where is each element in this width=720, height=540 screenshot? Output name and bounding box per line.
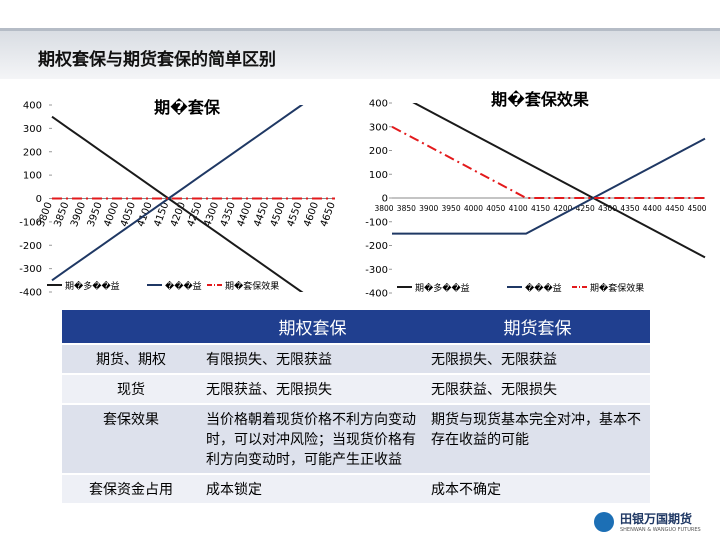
x-tick-label: 3950 — [442, 204, 461, 213]
header-cell: 期权套保 — [200, 310, 425, 345]
table-cell: 当价格朝着现货价格不利方向变动时，可以对冲风险；当现货价格有利方向变动时，可能产… — [200, 404, 425, 475]
logo-name: 田银万国期货 — [620, 512, 693, 526]
table-row: 套保资金占用 成本锁定 成本不确定 — [62, 474, 650, 505]
logo-subtitle: SHENWAN & WANGUO FUTURES — [620, 527, 701, 533]
header-cell: 期货套保 — [425, 310, 650, 345]
title-bar: 期权套保与期货套保的简单区别 — [0, 28, 720, 79]
y-tick-label: 400 — [369, 99, 388, 110]
table-cell: 期货与现货基本完全对冲，基本不存在收益的可能 — [425, 404, 650, 475]
y-tick-label: 200 — [23, 147, 42, 158]
x-tick-label: 4350 — [620, 204, 639, 213]
table-row: 期货、期权 有限损失、无限获益 无限损失、无限获益 — [62, 344, 650, 375]
y-tick-label: 200 — [369, 146, 388, 157]
chart-title: 期�套保效果 — [491, 90, 589, 109]
x-tick-label: 4200 — [553, 204, 572, 213]
table-cell: 期货、期权 — [62, 344, 200, 375]
x-tick-label: 4000 — [464, 204, 483, 213]
legend-label: 期�多��益 — [415, 282, 470, 294]
y-tick-label: 100 — [23, 171, 42, 182]
y-tick-label: -100 — [365, 217, 388, 228]
table-cell: 套保效果 — [62, 404, 200, 475]
chart-title: 期�套保 — [154, 98, 221, 117]
comparison-table: 期权套保 期货套保 期货、期权 有限损失、无限获益 无限损失、无限获益 现货 无限获益、无限… — [62, 310, 650, 505]
table-row: 套保效果 当价格朝着现货价格不利方向变动时，可以对冲风险；当现货价格有利方向变动时… — [62, 404, 650, 475]
legend-label: ���益 — [165, 280, 202, 292]
y-tick-label: 400 — [23, 101, 42, 112]
table-cell: 无限获益、无限损失 — [425, 374, 650, 405]
logo-icon — [594, 512, 614, 532]
x-tick-label: 4250 — [576, 204, 595, 213]
legend-label: 期�多��益 — [65, 280, 120, 292]
y-tick-label: -400 — [19, 288, 42, 299]
x-tick-label: 4100 — [509, 204, 528, 213]
x-tick-label: 4300 — [598, 204, 617, 213]
charts: 期�套保 -400 -300 -200 -100 0 100 200 300 400 3800 385… — [19, 90, 706, 300]
y-tick-label: 0 — [36, 194, 42, 205]
x-tick-label: 4150 — [531, 204, 550, 213]
x-tick-label: 4050 — [486, 204, 505, 213]
y-tick-label: -400 — [365, 289, 388, 300]
y-tick-label: -200 — [19, 241, 42, 252]
table-cell: 有限损失、无限获益 — [200, 344, 425, 375]
slide-title: 期权套保与期货套保的简单区别 — [38, 50, 276, 70]
table-cell: 套保资金占用 — [62, 474, 200, 505]
table-cell: 现货 — [62, 374, 200, 405]
y-tick-label: -200 — [365, 241, 388, 252]
y-tick-label: 0 — [382, 194, 388, 205]
table-cell: 无限损失、无限获益 — [425, 344, 650, 375]
y-tick-label: 300 — [23, 124, 42, 135]
y-tick-label: 100 — [369, 170, 388, 181]
series-line — [51, 105, 304, 282]
y-tick-label: -300 — [19, 264, 42, 275]
table-cell: 成本锁定 — [200, 474, 425, 505]
legend-label: 期�套保效果 — [590, 282, 644, 294]
header-cell — [62, 310, 200, 345]
series-line — [392, 137, 706, 235]
x-tick-label: 3900 — [419, 204, 438, 213]
legend-label: ���益 — [525, 282, 562, 294]
y-tick-label: 300 — [369, 122, 388, 133]
table-cell: 成本不确定 — [425, 474, 650, 505]
series-line — [51, 115, 304, 292]
y-tick-label: -100 — [19, 217, 42, 228]
y-tick-label: -300 — [365, 265, 388, 276]
legend-label: 期�套保效果 — [225, 280, 279, 292]
x-tick-label: 4400 — [643, 204, 662, 213]
table-row: 现货 无限获益、无限损失 无限获益、无限损失 — [62, 374, 650, 405]
x-tick-label: 3800 — [374, 204, 393, 213]
series-line — [412, 103, 706, 259]
x-tick-label: 4450 — [665, 204, 684, 213]
x-tick-label: 4500 — [687, 204, 706, 213]
x-tick-label: 4650 — [319, 201, 338, 229]
header-row: 期权套保 期货套保 — [62, 310, 650, 345]
x-tick-label: 3850 — [397, 204, 416, 213]
table-cell: 无限获益、无限损失 — [200, 374, 425, 405]
series-line — [391, 125, 705, 199]
